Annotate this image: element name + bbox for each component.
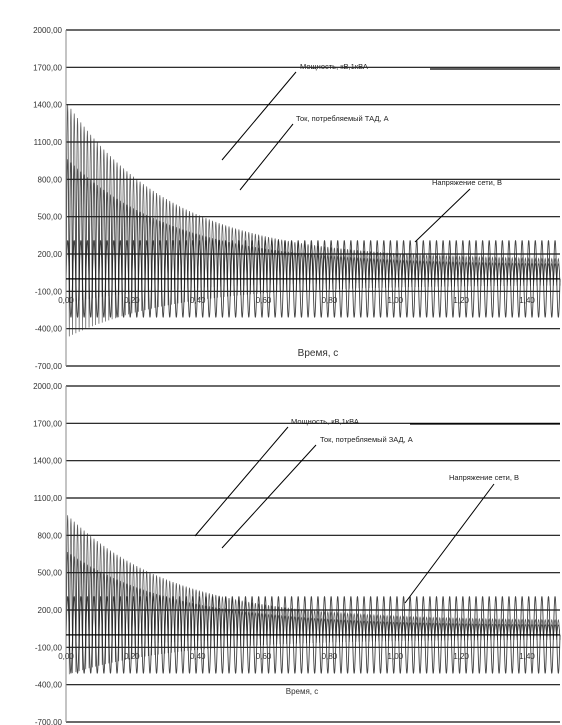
x-tick-label: 0,40 (190, 296, 206, 305)
y-tick-label: 1400,00 (33, 457, 62, 466)
chart-top-axis (65, 30, 560, 366)
y-tick-label: 1700,00 (33, 419, 62, 428)
chart-top-annotations: Мощность, кВ,1кВА Ток, потребляемый ТАД, … (221, 62, 560, 243)
chart-top-y-ticks: 2000,00 1700,00 1400,00 1100,00 800,00 500,00… (33, 26, 62, 371)
chart-bottom-x-ticks: 0,00 0,20 0,40 0,60 0,80 1,00 1,20 1,40 (58, 652, 535, 661)
x-tick-label: 1,00 (388, 296, 404, 305)
y-tick-label: 1100,00 (34, 138, 63, 147)
chart-bottom-y-ticks: 2000,00 1700,00 1400,00 1100,00 800,00 500,00… (33, 382, 62, 725)
y-tick-label: 1100,00 (34, 494, 63, 503)
x-tick-label: 1,20 (453, 296, 469, 305)
x-tick-label: 1,40 (519, 296, 535, 305)
y-tick-label: -700,00 (35, 362, 63, 371)
x-tick-label: 0,40 (190, 652, 206, 661)
y-tick-label: 2000,00 (33, 382, 62, 391)
label-leader-line (239, 123, 294, 191)
x-tick-label: 0,80 (322, 296, 338, 305)
chart-top-x-ticks: 0,00 0,20 0,40 0,60 0,80 1,00 1,20 1,40 (58, 296, 535, 305)
y-tick-label: 200,00 (38, 250, 63, 259)
label-leader-line (194, 426, 289, 537)
y-tick-label: -400,00 (35, 325, 63, 334)
x-tick-label: 0,00 (58, 296, 74, 305)
y-tick-label: 500,00 (38, 213, 63, 222)
label-leader-line (221, 71, 297, 161)
series-label: Мощность, кВ,1кВА (291, 417, 359, 426)
y-tick-label: 800,00 (38, 531, 63, 540)
x-tick-label: 0,60 (256, 296, 272, 305)
y-tick-label: 800,00 (38, 175, 63, 184)
label-leader-line (414, 188, 471, 243)
y-tick-label: 200,00 (38, 606, 63, 615)
label-leader-line (221, 444, 317, 549)
series-label: Ток, потребляемый ЗАД, А (320, 435, 413, 444)
x-tick-label: 0,20 (124, 652, 140, 661)
series-label: Напряжение сети, В (432, 178, 502, 187)
x-tick-label: 1,40 (519, 652, 535, 661)
series-label: Напряжение сети, В (449, 473, 519, 482)
x-tick-label: 1,20 (453, 652, 469, 661)
chart-top: 2000,00 1700,00 1400,00 1100,00 800,00 500,00… (33, 26, 561, 371)
chart-bottom: 2000,00 1700,00 1400,00 1100,00 800,00 500,00… (33, 382, 561, 725)
chart-top-x-axis-label: Время, с (298, 348, 339, 359)
y-tick-label: -700,00 (35, 718, 63, 725)
chart-bottom-axis (65, 386, 560, 722)
label-leader-line (404, 483, 495, 604)
y-tick-label: -100,00 (35, 287, 63, 296)
y-tick-label: 500,00 (38, 569, 63, 578)
y-tick-label: 2000,00 (33, 26, 62, 35)
chart-bottom-x-axis-label: Время, с (286, 687, 319, 696)
series-label: Мощность, кВ,1кВА (300, 62, 368, 71)
y-tick-label: -100,00 (35, 643, 63, 652)
x-tick-label: 0,80 (322, 652, 338, 661)
chart-bottom-annotations: Мощность, кВ,1кВА Ток, потребляемый ЗАД, … (194, 417, 560, 604)
series-label: Ток, потребляемый ТАД, А (296, 114, 389, 123)
y-tick-label: -400,00 (35, 681, 63, 690)
x-tick-label: 0,00 (58, 652, 74, 661)
y-tick-label: 1400,00 (33, 101, 62, 110)
x-tick-label: 0,60 (256, 652, 272, 661)
x-tick-label: 1,00 (388, 652, 404, 661)
x-tick-label: 0,20 (124, 296, 140, 305)
y-tick-label: 1700,00 (33, 63, 62, 72)
